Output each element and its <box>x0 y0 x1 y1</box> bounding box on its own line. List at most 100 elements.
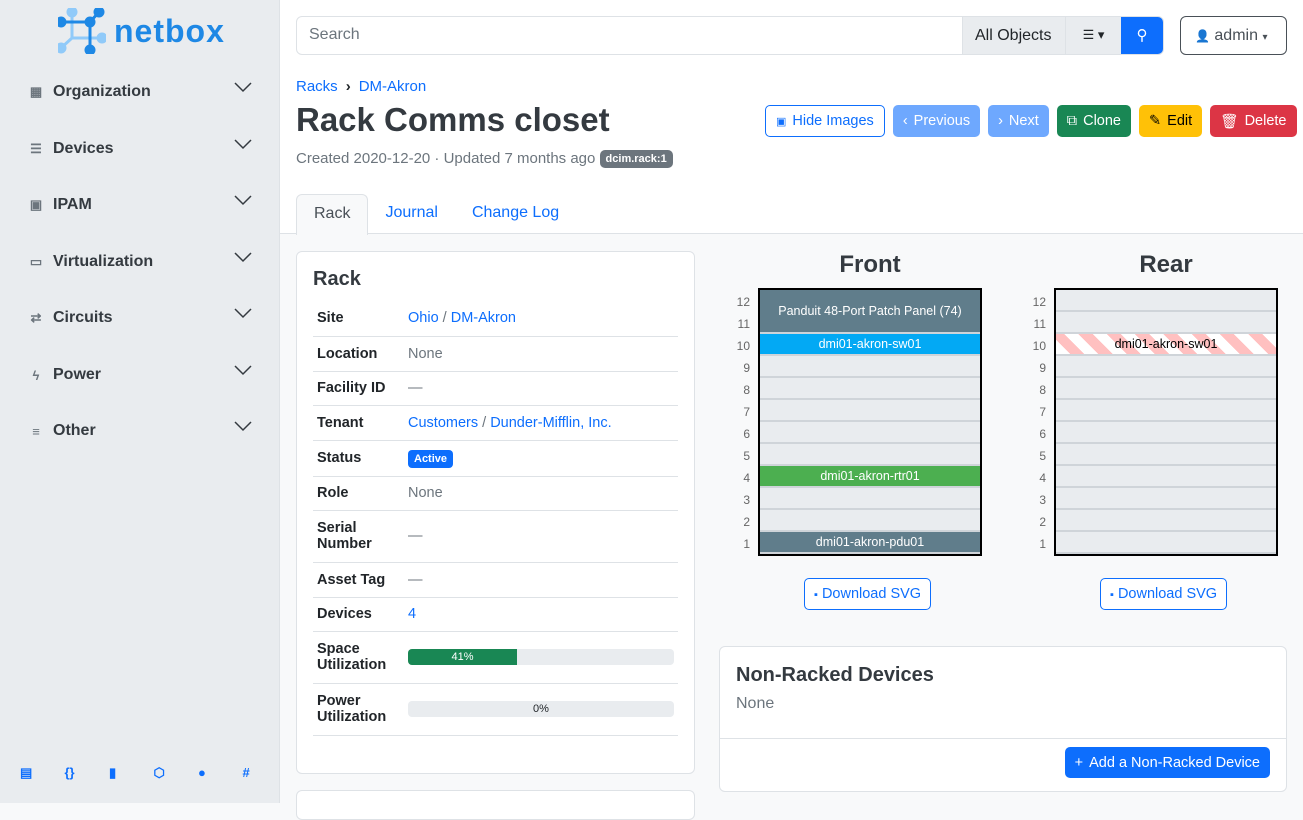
chevron-down-icon <box>234 139 252 150</box>
unit-number: 8 <box>743 383 750 397</box>
unit-number: 5 <box>1039 449 1046 463</box>
building-icon: ▦ <box>29 84 43 99</box>
rack-unit-slot[interactable] <box>1056 532 1276 554</box>
delete-button[interactable]: 🗑 Delete <box>1210 105 1297 137</box>
sidebar-item-other[interactable]: ≡ Other <box>28 416 252 446</box>
search-bar: Search All Objects ☰ ▾ ⚲ <box>296 16 1164 55</box>
field-label: Location <box>313 336 404 372</box>
link[interactable]: DM-Akron <box>450 310 516 327</box>
download-front-svg-button[interactable]: ▪ Download SVG <box>804 578 932 610</box>
rack-unit-slot[interactable] <box>1056 400 1276 422</box>
add-non-racked-device-button[interactable]: + Add a Non-Racked Device <box>1064 747 1270 778</box>
rack-device[interactable]: dmi01-akron-pdu01 <box>760 532 980 554</box>
sidebar-item-label: Organization <box>53 83 151 100</box>
sidebar-item-circuits[interactable]: ⇄ Circuits <box>28 303 252 333</box>
rack-unit-slot[interactable] <box>760 400 980 422</box>
netbox-logo[interactable]: netbox <box>58 8 225 54</box>
value: — <box>408 380 423 396</box>
docs-book-icon[interactable]: ▤ <box>20 765 33 780</box>
link[interactable]: Ohio <box>408 310 439 327</box>
slack-icon[interactable]: # <box>242 765 250 780</box>
value: — <box>408 571 423 588</box>
unit-number: 1 <box>1039 537 1046 551</box>
sidebar-item-label: IPAM <box>53 196 92 213</box>
rack-device[interactable]: Panduit 48-Port Patch Panel (74) <box>760 290 980 334</box>
sidebar-item-devices[interactable]: ☰ Devices <box>28 134 252 164</box>
clone-button[interactable]: ⧉ Clone <box>1056 105 1131 137</box>
object-type-select[interactable]: All Objects <box>962 17 1065 54</box>
unit-number: 4 <box>743 471 750 485</box>
rack-unit-slot[interactable] <box>1056 510 1276 532</box>
value: None <box>408 485 443 501</box>
search-button[interactable]: ⚲ <box>1121 17 1163 54</box>
filter-dropdown[interactable]: ☰ ▾ <box>1065 17 1121 54</box>
unit-number: 3 <box>1039 493 1046 507</box>
page-meta: Created 2020-12-20 · Updated 7 months ag… <box>296 150 673 168</box>
rack-unit-slot[interactable] <box>760 356 980 378</box>
unit-number: 2 <box>743 515 750 529</box>
bookmark-icon[interactable]: ▮ <box>109 765 117 780</box>
rack-unit-slot[interactable] <box>1056 488 1276 510</box>
rack-device[interactable]: dmi01-akron-rtr01 <box>760 466 980 488</box>
sidebar-item-ipam[interactable]: ▣ IPAM <box>28 190 252 220</box>
user-menu[interactable]: 👤 admin ▾ <box>1180 16 1287 55</box>
field-label: Role <box>313 476 404 511</box>
hide-images-button[interactable]: ▣ Hide Images <box>765 105 885 137</box>
sidebar-item-virtualization[interactable]: ▭ Virtualization <box>28 247 252 277</box>
unit-numbers-rear: 12 11 10 9 8 7 6 5 4 3 2 1 <box>1016 290 1046 554</box>
unit-number: 4 <box>1039 471 1046 485</box>
tab-change-log[interactable]: Change Log <box>471 204 560 221</box>
label: Delete <box>1244 113 1287 129</box>
download-rear-svg-button[interactable]: ▪ Download SVG <box>1100 578 1228 610</box>
device-name: dmi01-akron-sw01 <box>1114 337 1218 351</box>
rack-device[interactable]: dmi01-akron-sw01 <box>760 334 980 356</box>
other-icon: ≡ <box>32 423 40 439</box>
card-title: Rack <box>313 268 361 290</box>
field-label: Facility ID <box>313 371 404 406</box>
sidebar-item-label: Virtualization <box>53 253 154 270</box>
rack-unit-slot[interactable] <box>760 422 980 444</box>
sidebar-item-power[interactable]: ϟ Power <box>28 360 252 390</box>
link[interactable]: Customers <box>408 414 479 431</box>
rack-unit-slot[interactable] <box>760 488 980 510</box>
rack-unit-slot[interactable] <box>1056 444 1276 466</box>
label: Download SVG <box>821 586 922 602</box>
unit-number: 3 <box>743 493 750 507</box>
link[interactable]: Dunder-Mifflin, Inc. <box>490 414 612 431</box>
api-braces-icon[interactable]: {} <box>64 765 75 780</box>
sidebar-item-organization[interactable]: ▦ Organization <box>28 77 252 107</box>
rack-unit-slot[interactable] <box>760 510 980 532</box>
devices-link[interactable]: 4 <box>408 606 417 622</box>
rack-unit-slot[interactable] <box>760 378 980 400</box>
next-button[interactable]: › Next <box>988 105 1049 137</box>
sidebar-item-label: Other <box>53 422 96 439</box>
tab-rack[interactable]: Rack <box>296 194 369 235</box>
rack-unit-slot[interactable] <box>1056 290 1276 312</box>
tab-journal[interactable]: Journal <box>385 204 438 221</box>
page-title: Rack Comms closet <box>296 101 610 138</box>
rack-unit-slot[interactable] <box>1056 466 1276 488</box>
rack-unit-slot[interactable] <box>1056 378 1276 400</box>
table-row: Status Active <box>313 440 678 477</box>
breadcrumb-site[interactable]: DM-Akron <box>358 78 427 95</box>
github-icon[interactable]: ● <box>198 765 206 780</box>
sidebar: netbox ▦ Organization ☰ Devices ▣ IPAM ▭ Virtua… <box>0 0 280 803</box>
chevron-down-icon <box>234 308 252 319</box>
user-name: admin <box>1214 27 1258 44</box>
utilization-value: 41% <box>408 649 518 665</box>
rack-unit-slot[interactable] <box>1056 356 1276 378</box>
created-updated: Created 2020-12-20 · Updated 7 months ag… <box>296 150 596 167</box>
breadcrumb-racks[interactable]: Racks <box>296 78 338 95</box>
unit-number: 6 <box>743 427 750 441</box>
graphql-icon[interactable]: ⬡ <box>153 765 165 780</box>
search-input[interactable]: Search <box>309 26 360 43</box>
unit-number: 5 <box>743 449 750 463</box>
rack-unit-slot[interactable] <box>1056 312 1276 334</box>
label: Hide Images <box>792 113 874 129</box>
previous-button[interactable]: ‹ Previous <box>892 105 981 137</box>
unit-number: 12 <box>1032 295 1046 309</box>
rack-device[interactable]: dmi01-akron-sw01 <box>1056 334 1276 356</box>
edit-button[interactable]: ✎ Edit <box>1139 105 1203 137</box>
rack-unit-slot[interactable] <box>1056 422 1276 444</box>
rack-unit-slot[interactable] <box>760 444 980 466</box>
